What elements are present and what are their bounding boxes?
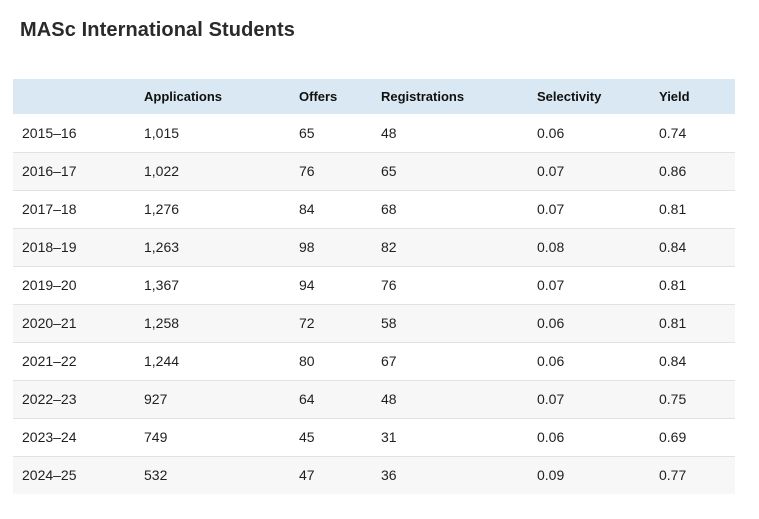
table-cell-selectivity: 0.06 (537, 315, 565, 331)
table-cell-applications: 1,276 (144, 201, 180, 217)
row-year-label: 2015–16 (22, 124, 77, 141)
row-year-label: 2022–23 (22, 391, 77, 407)
row-year-label: 2020–21 (22, 315, 77, 331)
row-year-label: 2021–22 (22, 353, 77, 369)
table-cell-offers: 64 (299, 391, 315, 407)
table-cell-selectivity: 0.07 (537, 277, 565, 293)
column-header-selectivity: Selectivity (528, 79, 650, 114)
row-year-label: 2018–19 (22, 239, 77, 255)
table-body: 2015–16 1,015 65 48 0.06 0.74 2016–17 1,022 76 65… (13, 114, 735, 494)
header-row: Applications Offers Registrations Select… (13, 79, 735, 114)
students-table: Applications Offers Registrations Select… (13, 79, 735, 494)
table-row: 2015–16 1,015 65 48 0.06 0.74 (13, 114, 735, 152)
table-cell-applications: 1,244 (144, 353, 180, 369)
column-header-registrations: Registrations (372, 79, 528, 114)
table-cell-offers: 98 (299, 239, 315, 255)
table-cell-offers: 45 (299, 429, 315, 445)
table-cell-applications: 1,263 (144, 239, 180, 255)
table-cell-registrations: 58 (381, 315, 397, 331)
row-year-label: 2017–18 (22, 201, 77, 217)
table-row: 2020–21 1,258 72 58 0.06 0.81 (13, 304, 735, 342)
table-cell-offers: 47 (299, 467, 315, 484)
table-cell-offers: 76 (299, 163, 315, 179)
table-row: 2017–18 1,276 84 68 0.07 0.81 (13, 190, 735, 228)
table-row: 2023–24 749 45 31 0.06 0.69 (13, 418, 735, 456)
column-header-offers: Offers (290, 79, 372, 114)
table-cell-registrations: 48 (381, 124, 397, 141)
table-cell-selectivity: 0.07 (537, 201, 565, 217)
table-row: 2018–19 1,263 98 82 0.08 0.84 (13, 228, 735, 266)
table-cell-yield: 0.74 (659, 124, 687, 141)
table-row: 2016–17 1,022 76 65 0.07 0.86 (13, 152, 735, 190)
table-cell-applications: 1,022 (144, 163, 180, 179)
table-row: 2019–20 1,367 94 76 0.07 0.81 (13, 266, 735, 304)
table-cell-applications: 1,015 (144, 124, 180, 141)
table-cell-yield: 0.77 (659, 467, 687, 484)
row-year-label: 2016–17 (22, 163, 77, 179)
table-cell-registrations: 67 (381, 353, 397, 369)
table-cell-registrations: 76 (381, 277, 397, 293)
table-cell-yield: 0.86 (659, 163, 687, 179)
table-cell-selectivity: 0.08 (537, 239, 565, 255)
table-cell-registrations: 36 (381, 467, 397, 484)
table-cell-offers: 84 (299, 201, 315, 217)
row-year-label: 2019–20 (22, 277, 77, 293)
column-header-applications: Applications (135, 79, 290, 114)
table-cell-selectivity: 0.06 (537, 353, 565, 369)
table-cell-offers: 80 (299, 353, 315, 369)
page-title: MASc International Students (20, 19, 295, 41)
table-row: 2024–25 532 47 36 0.09 0.77 (13, 456, 735, 494)
table-cell-yield: 0.84 (659, 353, 687, 369)
table-cell-registrations: 31 (381, 429, 397, 445)
table-cell-yield: 0.84 (659, 239, 687, 255)
row-year-label: 2024–25 (22, 467, 77, 484)
table-cell-selectivity: 0.07 (537, 163, 565, 179)
column-header-yield: Yield (650, 79, 735, 114)
table-cell-yield: 0.69 (659, 429, 687, 445)
table-cell-registrations: 82 (381, 239, 397, 255)
table-cell-selectivity: 0.09 (537, 467, 565, 484)
table-cell-offers: 94 (299, 277, 315, 293)
table-cell-selectivity: 0.07 (537, 391, 565, 407)
table-cell-yield: 0.81 (659, 277, 687, 293)
table-cell-offers: 72 (299, 315, 315, 331)
table-cell-registrations: 65 (381, 163, 397, 179)
table-cell-yield: 0.81 (659, 315, 687, 331)
table-cell-offers: 65 (299, 124, 315, 141)
table-cell-yield: 0.75 (659, 391, 687, 407)
table-cell-registrations: 68 (381, 201, 397, 217)
table-cell-selectivity: 0.06 (537, 124, 565, 141)
table-cell-yield: 0.81 (659, 201, 687, 217)
table-row: 2022–23 927 64 48 0.07 0.75 (13, 380, 735, 418)
table-cell-applications: 1,367 (144, 277, 180, 293)
table-row: 2021–22 1,244 80 67 0.06 0.84 (13, 342, 735, 380)
table-cell-applications: 749 (144, 429, 168, 445)
column-header-year (13, 79, 135, 114)
table-cell-registrations: 48 (381, 391, 397, 407)
table-cell-applications: 532 (144, 467, 168, 484)
row-year-label: 2023–24 (22, 429, 77, 445)
table-cell-applications: 927 (144, 391, 168, 407)
table-cell-selectivity: 0.06 (537, 429, 565, 445)
table-cell-applications: 1,258 (144, 315, 180, 331)
